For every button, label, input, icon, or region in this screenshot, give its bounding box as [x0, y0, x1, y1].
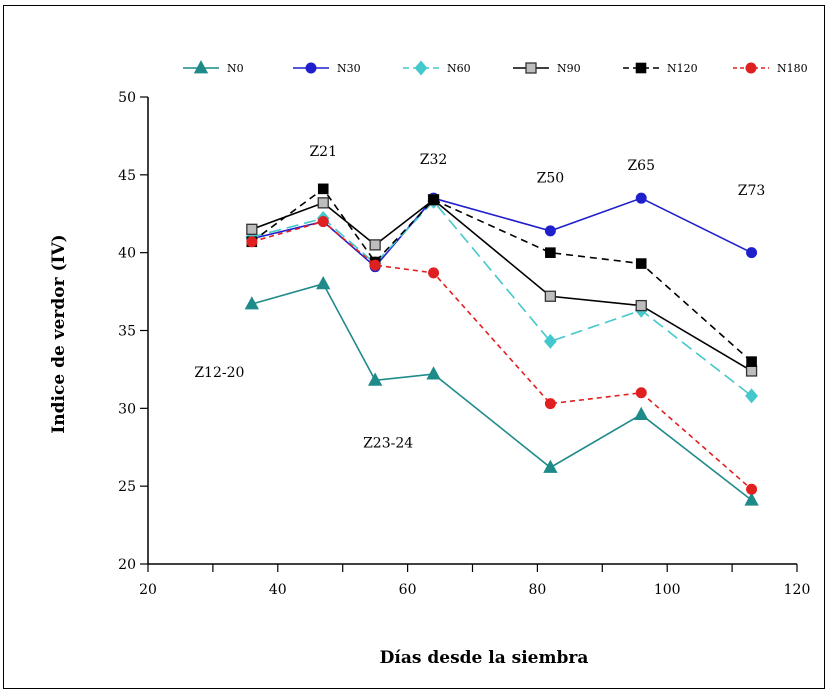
data-point-n180 [544, 398, 556, 410]
axes: 20 25 30 35 40 45 50 20 40 60 80 100 120 [118, 90, 810, 598]
annotations-layer: Z12-20 Z21 Z23-24 Z32 Z50 Z65 Z73 [194, 144, 765, 451]
data-point-n0 [426, 366, 441, 380]
data-point-n90 [635, 299, 647, 312]
data-point-n180 [746, 483, 758, 495]
data-point-n180 [428, 267, 440, 279]
data-point-n90 [745, 365, 758, 377]
legend-item-n60: N60 [403, 60, 471, 76]
x-tick-label: 20 [139, 582, 157, 598]
growth-stage-label: Z12-20 [194, 365, 244, 381]
growth-stage-label: Z73 [738, 183, 766, 199]
series-n0 [244, 275, 759, 506]
y-axis-title: Indice de verdor (IV) [49, 234, 69, 433]
x-tick-label: 40 [269, 582, 287, 598]
series-n180 [246, 216, 758, 495]
y-tick-label: 20 [118, 557, 136, 573]
series-layer [244, 183, 759, 506]
data-point-n0 [244, 296, 260, 310]
data-point-n0 [744, 492, 759, 506]
legend-label: N0 [227, 62, 244, 75]
legend-marker [635, 62, 647, 74]
legend-marker [305, 62, 317, 74]
data-point-n120 [545, 247, 556, 258]
x-tick-label: 60 [399, 582, 417, 598]
data-point-n120 [317, 183, 329, 195]
data-point-n120 [635, 258, 647, 269]
x-axis-title: Días desde la siembra [380, 648, 589, 668]
data-point-n0 [316, 275, 331, 290]
series-line-n0 [251, 282, 753, 501]
data-point-n180 [246, 236, 258, 248]
legend-marker [193, 60, 209, 74]
data-point-n0 [367, 372, 383, 386]
x-tick-label: 120 [784, 582, 811, 598]
series-line-n180 [251, 220, 753, 490]
legend-item-n90: N90 [513, 62, 581, 75]
growth-stage-label: Z21 [309, 144, 337, 160]
legend-label: N60 [447, 62, 471, 75]
y-tick-label: 50 [118, 90, 136, 106]
data-point-n180 [369, 259, 381, 271]
data-point-n60 [745, 388, 758, 404]
legend-label: N180 [777, 62, 808, 75]
y-tick-label: 30 [118, 401, 136, 417]
growth-stage-label: Z23-24 [363, 435, 413, 451]
growth-stage-label: Z50 [537, 171, 565, 187]
growth-stage-label: Z32 [420, 152, 448, 168]
x-tick-label: 100 [654, 582, 681, 598]
legend-label: N120 [667, 62, 698, 75]
data-point-n120 [746, 356, 757, 367]
legend-label: N90 [557, 62, 581, 75]
data-point-n0 [634, 406, 649, 420]
legend-item-n180: N180 [733, 62, 808, 75]
data-point-n30 [746, 247, 758, 259]
data-point-n60 [543, 333, 557, 349]
legend-item-n0: N0 [183, 60, 244, 75]
legend-item-n30: N30 [293, 62, 361, 75]
x-tick-label: 80 [528, 582, 546, 598]
y-tick-label: 25 [118, 479, 136, 495]
data-point-n120 [428, 194, 439, 206]
data-point-n90 [544, 290, 557, 302]
y-tick-label: 40 [118, 246, 136, 262]
data-point-n30 [544, 225, 556, 237]
legend-marker [414, 60, 428, 76]
y-tick-label: 45 [118, 168, 136, 184]
data-point-n180 [635, 387, 647, 399]
legend-marker [525, 62, 537, 74]
data-point-n180 [317, 216, 329, 228]
y-tick-label: 35 [118, 324, 136, 340]
data-point-n30 [635, 192, 647, 204]
data-point-n90 [246, 223, 258, 235]
data-point-n90 [369, 239, 381, 251]
legend-marker [745, 62, 757, 74]
data-point-n0 [543, 459, 558, 473]
legend-item-n120: N120 [623, 62, 698, 75]
data-point-n90 [317, 197, 329, 209]
legend: N0 N30 N60 N90 N120 N180 [183, 60, 808, 76]
growth-stage-label: Z65 [627, 158, 655, 174]
legend-label: N30 [337, 62, 361, 75]
